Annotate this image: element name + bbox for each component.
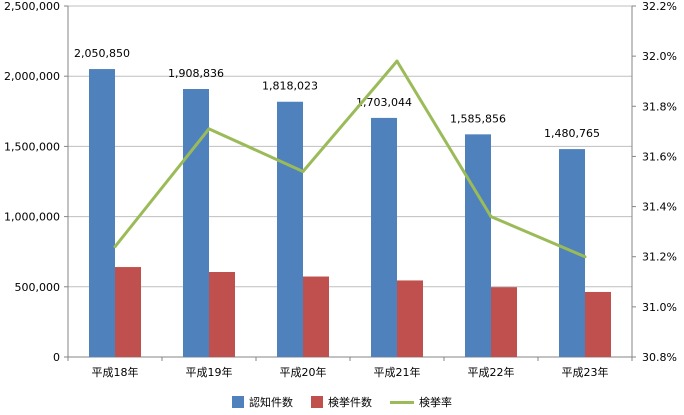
legend-swatch-cleared	[311, 396, 323, 408]
bar-cleared	[209, 272, 235, 357]
y-right-tick-label: 31.8%	[642, 100, 677, 113]
bar-recognized	[277, 101, 303, 357]
point-clearance-rate	[583, 255, 587, 259]
bar-recognized	[89, 69, 115, 357]
y-left-tick-label: 2,000,000	[4, 70, 60, 83]
bar-cleared	[397, 280, 423, 357]
y-left-tick-label: 500,000	[15, 281, 61, 294]
x-tick-label: 平成22年	[468, 365, 515, 379]
legend-label-clearance-rate: 検挙率	[419, 396, 452, 409]
x-tick-label: 平成19年	[186, 365, 233, 379]
legend-label-cleared: 検挙件数	[328, 396, 372, 409]
legend-swatch-clearance-rate	[390, 400, 414, 404]
legend-item-clearance-rate: 検挙率	[390, 394, 452, 410]
point-clearance-rate	[207, 127, 211, 131]
x-tick-label: 平成21年	[374, 365, 421, 379]
y-right-tick-label: 31.0%	[642, 301, 677, 314]
y-right-tick-label: 31.2%	[642, 251, 677, 264]
legend-item-recognized: 認知件数	[232, 394, 293, 410]
data-label-recognized: 1,818,023	[262, 80, 318, 93]
y-right-tick-label: 32.2%	[642, 0, 677, 13]
chart-canvas: 0 500,000 1,000,000 1,500,000 2,000,000 2,500…	[4, 0, 677, 379]
legend: 認知件数 検挙件数 検挙率	[0, 392, 684, 412]
data-label-recognized: 1,908,836	[168, 67, 224, 80]
point-clearance-rate	[301, 169, 305, 173]
legend-item-cleared: 検挙件数	[311, 394, 372, 410]
data-label-recognized: 1,480,765	[544, 127, 600, 140]
point-clearance-rate	[113, 245, 117, 249]
data-label-recognized: 2,050,850	[74, 47, 130, 60]
y-left-tick-label: 2,500,000	[4, 0, 60, 13]
y-right-tick-label: 32.0%	[642, 50, 677, 63]
point-clearance-rate	[395, 59, 399, 63]
point-clearance-rate	[489, 215, 493, 219]
line-clearance-rate	[113, 59, 586, 259]
legend-label-recognized: 認知件数	[249, 396, 293, 409]
data-label-recognized: 1,703,044	[356, 96, 412, 109]
x-tick-label: 平成18年	[92, 365, 139, 379]
bar-recognized	[183, 88, 209, 358]
y-left-tick-label: 1,000,000	[4, 211, 60, 224]
data-label-recognized: 1,585,856	[450, 112, 506, 125]
y-right-tick-label: 30.8%	[642, 351, 677, 364]
y-right-tick-label: 31.6%	[642, 150, 677, 163]
legend-swatch-recognized	[232, 396, 244, 408]
y-left-tick-label: 1,500,000	[4, 140, 60, 153]
bar-recognized	[371, 117, 397, 357]
x-tick-label: 平成23年	[562, 365, 609, 379]
x-tick-label: 平成20年	[280, 365, 327, 379]
bar-cleared	[303, 276, 329, 357]
bar-cleared	[585, 291, 611, 357]
bar-recognized	[559, 149, 585, 357]
bar-recognized	[465, 134, 491, 357]
y-right-tick-label: 31.4%	[642, 201, 677, 214]
y-left-tick-label: 0	[53, 351, 60, 364]
bar-cleared	[491, 287, 517, 357]
bar-cleared	[115, 267, 141, 357]
